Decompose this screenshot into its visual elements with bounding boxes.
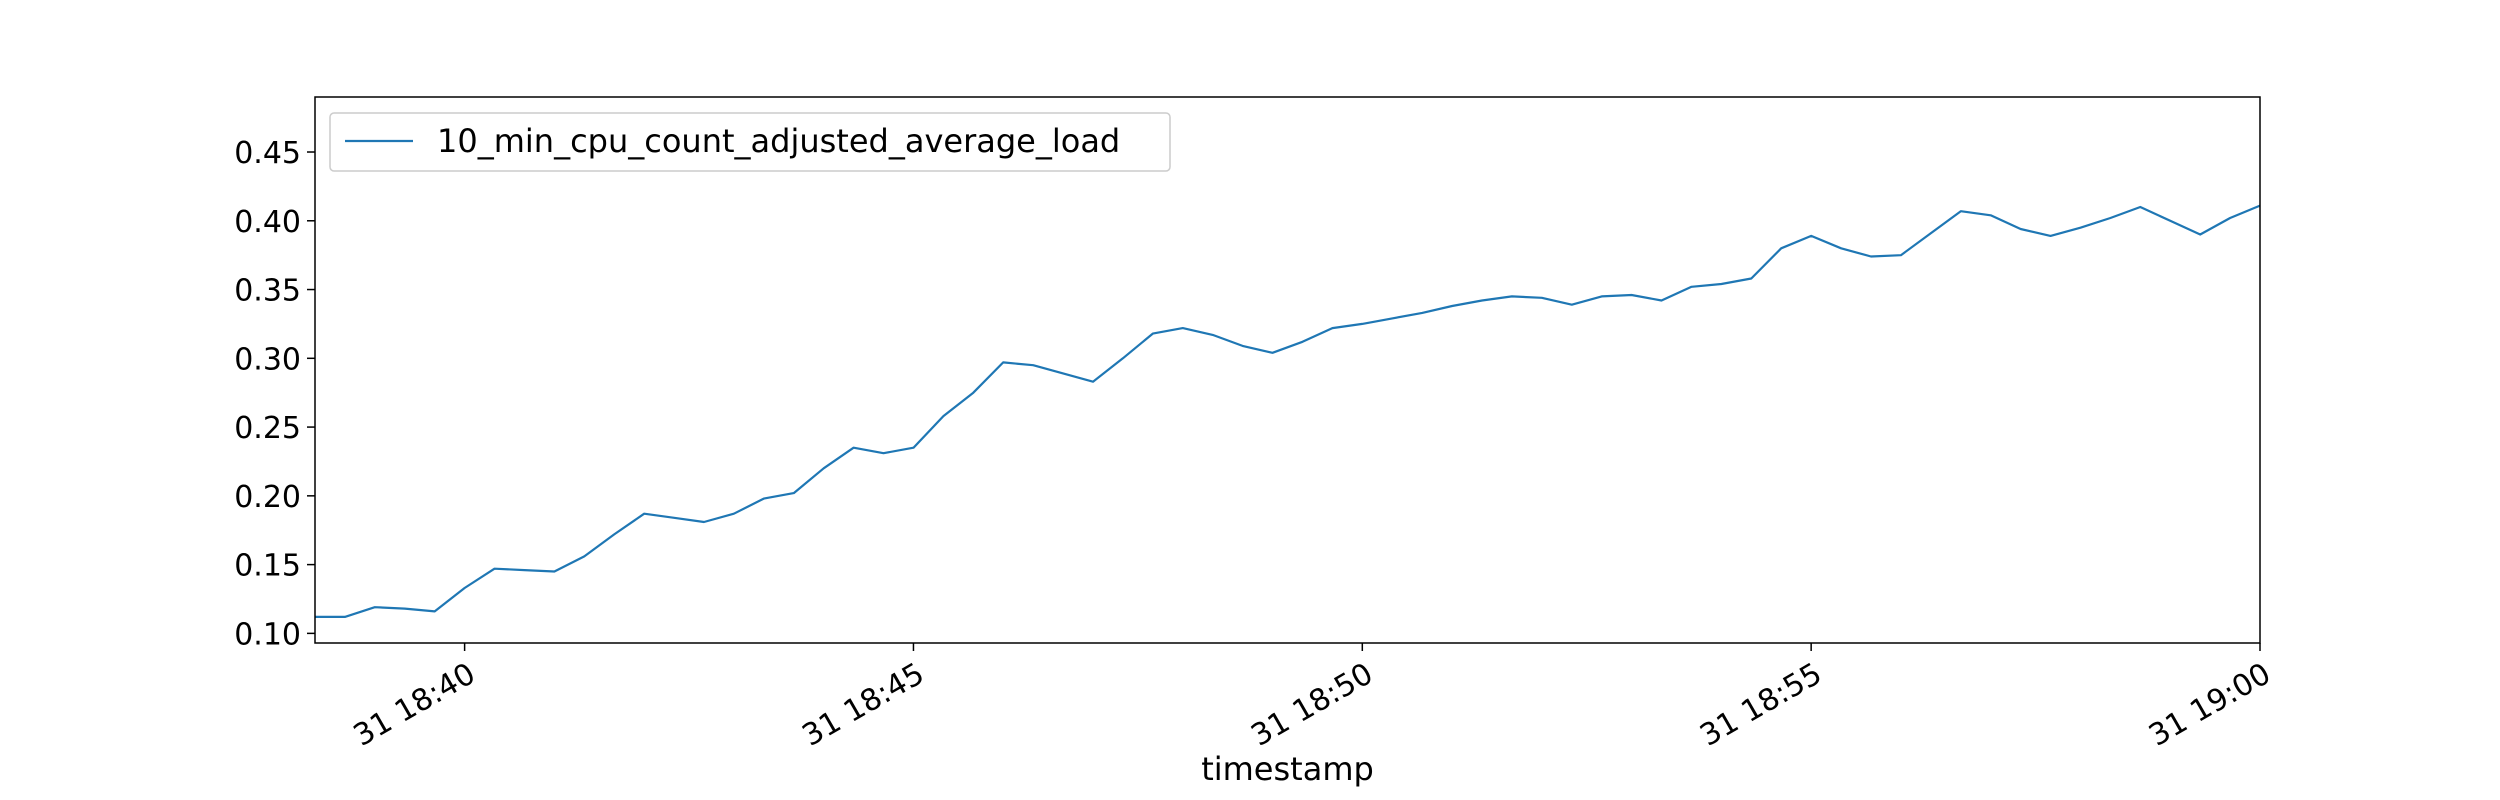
series-layer xyxy=(315,204,2261,618)
y-axis: 0.10 0.15 0.20 0.25 0.30 0.35 0.40 0.45 xyxy=(234,136,315,652)
y-tick-label: 0.20 xyxy=(234,480,301,515)
legend: 10_min_cpu_count_adjusted_average_load xyxy=(329,112,1171,172)
y-tick-label: 0.45 xyxy=(234,136,301,171)
y-tick-label: 0.10 xyxy=(234,617,301,652)
y-tick-label: 0.40 xyxy=(234,205,301,240)
plot-frame xyxy=(314,96,2261,644)
y-tick-label: 0.15 xyxy=(234,549,301,584)
y-tick-label: 0.30 xyxy=(234,342,301,377)
x-axis-label: timestamp xyxy=(1201,750,1374,788)
series-line xyxy=(315,204,2261,618)
legend-box xyxy=(329,112,1171,172)
y-tick-label: 0.35 xyxy=(234,274,301,309)
legend-label: 10_min_cpu_count_adjusted_average_load xyxy=(437,122,1120,160)
y-tick-label: 0.25 xyxy=(234,411,301,446)
